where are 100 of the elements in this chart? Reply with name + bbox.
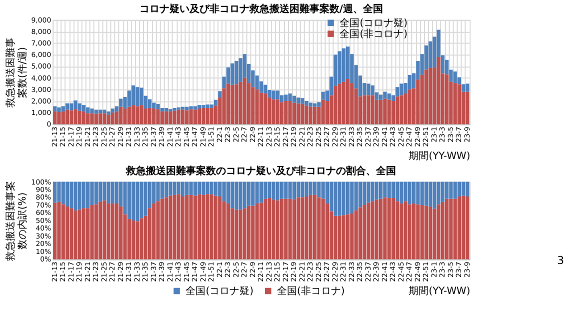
bar xyxy=(263,182,268,199)
bar xyxy=(383,92,387,99)
bar xyxy=(362,182,366,206)
bar xyxy=(78,110,82,124)
bar xyxy=(140,218,144,260)
bar xyxy=(106,203,110,260)
bar xyxy=(189,182,193,195)
bar xyxy=(292,182,296,200)
bar xyxy=(268,182,272,198)
bar xyxy=(189,109,193,124)
bar xyxy=(114,203,119,260)
bar xyxy=(317,102,321,107)
bar xyxy=(321,92,325,100)
bar xyxy=(342,82,346,124)
bar xyxy=(197,105,202,109)
bar xyxy=(338,84,342,124)
bar xyxy=(226,84,230,124)
bar xyxy=(234,182,238,210)
bar xyxy=(379,94,383,100)
bar xyxy=(90,113,94,124)
bar xyxy=(284,198,288,260)
bar xyxy=(412,182,416,204)
bar xyxy=(185,194,189,260)
bar xyxy=(206,194,210,260)
bar xyxy=(428,68,432,124)
bar xyxy=(144,182,148,216)
bar xyxy=(61,111,65,124)
bar xyxy=(396,201,400,260)
bar xyxy=(354,210,358,260)
bar xyxy=(131,182,136,220)
bar xyxy=(140,105,144,124)
bar xyxy=(288,101,292,124)
bar xyxy=(86,182,90,208)
bar xyxy=(317,197,321,260)
bar xyxy=(404,182,408,202)
bar xyxy=(53,182,57,203)
bar xyxy=(65,103,70,110)
bar xyxy=(284,182,288,199)
bar xyxy=(396,96,400,124)
bar xyxy=(304,106,308,124)
bar xyxy=(420,182,424,206)
bar xyxy=(387,100,391,124)
bar xyxy=(259,182,263,203)
bar xyxy=(391,198,396,260)
bar xyxy=(242,78,246,124)
bar xyxy=(61,106,65,112)
bar xyxy=(424,182,428,206)
bar xyxy=(354,182,358,210)
bar xyxy=(206,108,210,124)
bar xyxy=(94,110,98,114)
bar xyxy=(338,182,342,216)
bar xyxy=(70,182,74,208)
bar xyxy=(440,202,445,260)
bar xyxy=(276,99,280,124)
bar xyxy=(74,182,78,210)
bar xyxy=(255,89,259,124)
bar xyxy=(292,200,296,260)
bar xyxy=(110,112,114,124)
bar xyxy=(90,182,94,206)
bar xyxy=(230,63,234,85)
bar xyxy=(366,95,370,124)
bar xyxy=(131,220,136,260)
bar xyxy=(144,108,148,124)
bar xyxy=(193,182,197,196)
bar xyxy=(424,206,428,260)
bar xyxy=(185,106,189,110)
bar xyxy=(164,182,168,198)
bar xyxy=(362,95,366,124)
bar xyxy=(102,200,106,260)
bar xyxy=(374,182,379,200)
x-axis-title: 期間(YY-WW) xyxy=(408,150,470,162)
bar xyxy=(234,61,238,84)
bar xyxy=(408,74,412,90)
bar xyxy=(61,182,65,204)
bar xyxy=(57,202,61,260)
bar xyxy=(136,182,140,222)
bar xyxy=(412,203,416,260)
bar xyxy=(197,194,202,260)
bar xyxy=(106,114,110,124)
bar xyxy=(98,202,102,260)
bar xyxy=(234,84,238,124)
bar xyxy=(193,196,197,260)
bar xyxy=(206,182,210,194)
bar xyxy=(70,110,74,124)
bar xyxy=(202,182,206,195)
bar xyxy=(404,93,408,124)
bar xyxy=(280,182,284,199)
bar xyxy=(210,104,214,108)
bar xyxy=(334,86,338,124)
bar xyxy=(90,108,94,114)
bar xyxy=(263,84,268,94)
bar xyxy=(428,182,432,207)
bar xyxy=(172,108,176,111)
bar xyxy=(127,182,131,219)
bar xyxy=(346,78,350,124)
bar xyxy=(94,114,98,124)
bar xyxy=(404,201,408,260)
bar xyxy=(383,98,387,124)
bar xyxy=(98,113,102,124)
bar xyxy=(180,196,185,260)
